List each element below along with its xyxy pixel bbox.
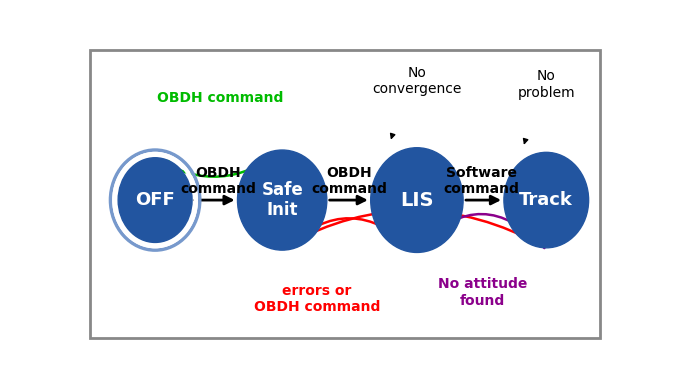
Text: LIS: LIS xyxy=(400,190,433,210)
Text: OBDH
command: OBDH command xyxy=(180,166,256,196)
Ellipse shape xyxy=(504,152,589,248)
Text: No
convergence: No convergence xyxy=(372,66,462,96)
Ellipse shape xyxy=(238,150,327,250)
FancyBboxPatch shape xyxy=(90,50,600,338)
Text: OFF: OFF xyxy=(135,191,175,209)
Text: errors or
OBDH command: errors or OBDH command xyxy=(254,283,380,314)
Text: Track: Track xyxy=(520,191,573,209)
Text: Safe
Init: Safe Init xyxy=(261,181,303,220)
Text: OBDH command: OBDH command xyxy=(157,91,284,106)
Text: No attitude
found: No attitude found xyxy=(437,277,527,308)
Text: Software
command: Software command xyxy=(444,166,520,196)
Text: OBDH
command: OBDH command xyxy=(311,166,387,196)
Text: No
problem: No problem xyxy=(518,70,575,100)
Ellipse shape xyxy=(118,158,192,242)
Ellipse shape xyxy=(371,148,463,252)
